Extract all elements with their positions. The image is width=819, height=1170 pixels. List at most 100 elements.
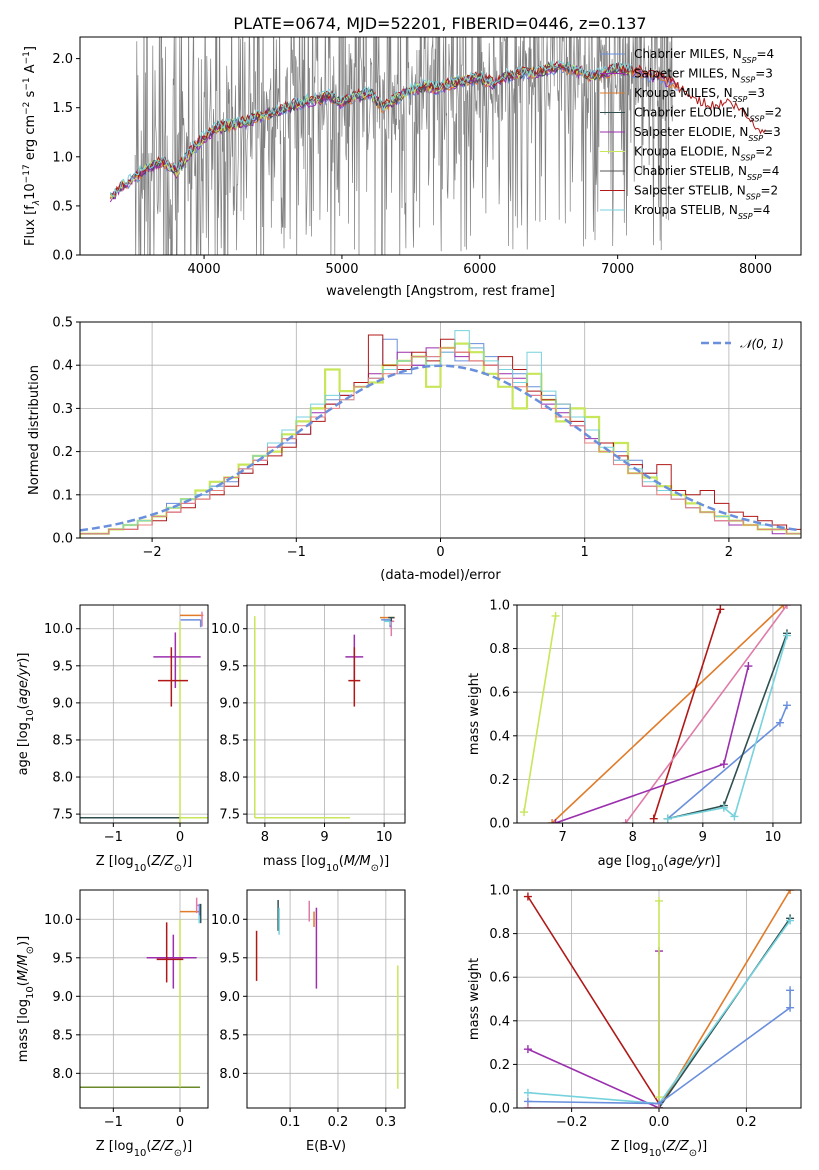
legend-entry-tail: =4: [762, 164, 780, 178]
y-tick-label: 10.0: [211, 913, 240, 928]
mass_vs_EBV-frame: [246, 889, 406, 1109]
y-axis-label-part: )]: [16, 936, 31, 946]
legend-entry-tail: =2: [764, 106, 782, 120]
x-axis-label: age [log10(age/yr)]: [598, 854, 721, 874]
y-axis-label: age [log10(age/yr)]: [16, 653, 36, 776]
x-tick-label: −1: [287, 545, 306, 560]
model-spectrum-line: [109, 60, 632, 197]
x-tick-label: 4000: [188, 262, 221, 277]
y-tick-label: 8.5: [219, 733, 240, 748]
legend-entry-label: Kroupa STELIB, N: [634, 203, 738, 217]
y-tick-label: 1.0: [489, 884, 510, 899]
legend-entry-sub: SSP: [742, 56, 757, 65]
plus-marker: [779, 605, 788, 609]
x-axis-label: Z [log10(Z/Z⊙)]: [611, 1139, 708, 1159]
y-axis-label-part: ⊙: [25, 946, 36, 954]
x-axis-label: Z [log10(Z/Z⊙)]: [96, 1139, 193, 1159]
plus-marker: [786, 916, 795, 925]
x-tick-label: 8: [261, 830, 269, 845]
y-tick-label: 9.0: [219, 990, 240, 1005]
legend-entry-label: Chabrier STELIB, N: [634, 164, 747, 178]
plus-marker: [548, 819, 557, 823]
y-tick-label: 9.0: [219, 696, 240, 711]
legend-entry: Chabrier MILES, NSSP=4: [634, 47, 774, 65]
legend-entry: Salpeter STELIB, NSSP=2: [634, 184, 778, 202]
x-axis-label-part: 10: [651, 863, 664, 874]
mass-weight-line: [527, 990, 791, 1105]
legend-entry-sub: SSP: [733, 95, 748, 104]
y-tick-label: 0.8: [489, 642, 510, 657]
y-tick-label: 0.2: [52, 445, 73, 460]
x-axis-label-part: ⊙: [689, 1148, 697, 1159]
mass-weight-line: [527, 951, 660, 1108]
x-axis-label: Z [log10(Z/Z⊙)]: [96, 854, 193, 874]
y-tick-label: 0.2: [489, 773, 510, 788]
x-tick-label: 5000: [325, 262, 358, 277]
histogram-series: [80, 347, 801, 538]
x-tick-label: 0.3: [376, 1115, 397, 1130]
y-axis-label-part: −17: [22, 164, 32, 183]
y-tick-label: 0.0: [52, 249, 73, 264]
legend-entry-label: Chabrier MILES, N: [634, 47, 742, 61]
y-axis-label-part: s: [23, 90, 38, 101]
axes-age_vs_Z: −1 07.58.08.59.09.510.0Z [log10(Z/Z⊙)]age…: [16, 605, 208, 874]
plus-marker: [663, 814, 672, 823]
x-axis-label-part: (: [146, 1139, 151, 1154]
legend-entry-label: Salpeter MILES, N: [634, 67, 741, 81]
y-tick-label: 9.5: [219, 951, 240, 966]
x-tick-label: 8000: [739, 262, 772, 277]
legend-entry-sub: SSP: [746, 192, 761, 201]
y-tick-label: 0.8: [489, 927, 510, 942]
x-axis-label-part: (: [661, 1139, 666, 1154]
y-axis-label-part: age/yr: [16, 661, 31, 704]
x-tick-label: 2: [725, 545, 733, 560]
y-tick-label: 0.0: [52, 532, 73, 547]
x-axis-label-part: 10: [134, 863, 147, 874]
x-tick-label: 6000: [463, 262, 496, 277]
x-axis-label-part: Z/Z: [151, 854, 175, 869]
plus-marker: [730, 812, 739, 821]
legend-entry-sub: SSP: [738, 212, 753, 221]
y-tick-label: 0.3: [52, 402, 73, 417]
x-tick-label: 10: [376, 830, 393, 845]
x-axis-label-part: age [log: [598, 854, 651, 869]
legend-entry-sub: SSP: [747, 173, 762, 182]
mass-weight-line: [625, 605, 788, 823]
legend-entry-tail: =2: [755, 145, 773, 159]
residuals-frame: [79, 321, 802, 539]
x-axis-label-part: )]: [379, 854, 389, 869]
x-tick-label: 0: [176, 1115, 184, 1130]
legend-entry-sub: SSP: [741, 153, 756, 162]
plot-area-spectrum: [109, 37, 766, 255]
x-tick-label: −1: [104, 830, 123, 845]
x-axis-label-part: (: [664, 854, 669, 869]
x-tick-label: 7: [558, 830, 566, 845]
axes-mass_vs_Z: −1 08.08.59.09.510.0Z [log10(Z/Z⊙)]mass […: [16, 890, 208, 1159]
legend-entry-tail: =2: [760, 184, 778, 198]
x-tick-label: 1: [581, 545, 589, 560]
charts-container: 4000 5000 6000 7000 80000.00.51.01.52.0wavel…: [16, 36, 802, 1159]
legend-entry: Kroupa MILES, NSSP=3: [634, 86, 765, 104]
plot-area-age_vs_mass: [254, 616, 395, 819]
plus-marker: [775, 718, 784, 727]
x-axis-label-part: ⊙: [371, 863, 379, 874]
plus-marker: [649, 814, 658, 823]
plot-area-massweight_vs_Z: [523, 890, 795, 1108]
x-axis-label-part: )]: [697, 1139, 707, 1154]
mass-weight-line: [667, 633, 788, 820]
x-axis-label-part: Z/Z: [151, 1139, 175, 1154]
mass-weight-line: [523, 615, 557, 813]
y-tick-label: 1.0: [489, 599, 510, 614]
mass-weight-line: [527, 896, 660, 1105]
y-tick-label: 1.0: [52, 150, 73, 165]
plus-marker: [655, 1093, 663, 1102]
plus-marker: [782, 605, 791, 609]
plot-area-age_vs_Z: [80, 611, 208, 823]
y-axis-label-part: )]: [16, 653, 31, 663]
legend-entry-label: Kroupa MILES, N: [634, 86, 733, 100]
y-tick-label: 0.6: [489, 971, 510, 986]
x-axis-label-part: M/M: [344, 854, 371, 869]
plus-marker: [744, 662, 753, 671]
legend-entry: 𝒩(0, 1): [740, 337, 784, 351]
